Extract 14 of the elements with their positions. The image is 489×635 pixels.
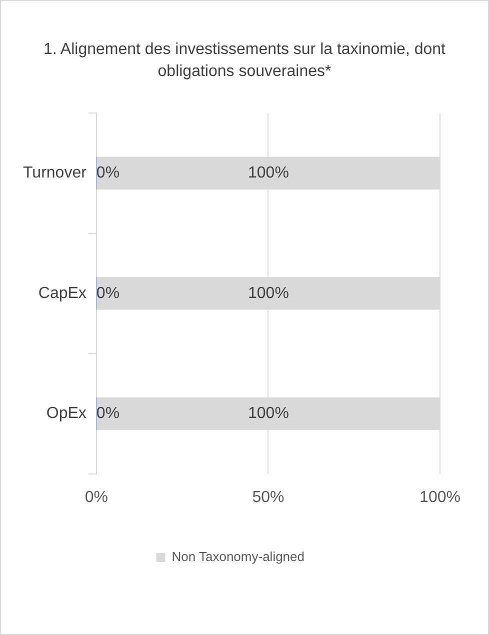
- chart-title: 1. Alignement des investissements sur la taxinomie, dont obligations souveraines*: [42, 40, 446, 82]
- legend-label: Non Taxonomy-aligned: [172, 549, 304, 564]
- data-label: 0%: [96, 284, 120, 302]
- data-label: 0%: [96, 164, 120, 182]
- y-tick-label: Turnover: [22, 164, 88, 182]
- x-tick-label: 50%: [252, 488, 284, 506]
- x-tick-label: 100%: [420, 488, 460, 506]
- data-label: 0%: [96, 405, 120, 422]
- y-tick-label: CapEx: [38, 284, 86, 302]
- data-label: 100%: [248, 284, 289, 302]
- data-label: 100%: [248, 164, 289, 182]
- data-label: 100%: [248, 405, 289, 422]
- y-tick-label: OpEx: [46, 405, 86, 422]
- x-tick-label: 0%: [84, 488, 108, 506]
